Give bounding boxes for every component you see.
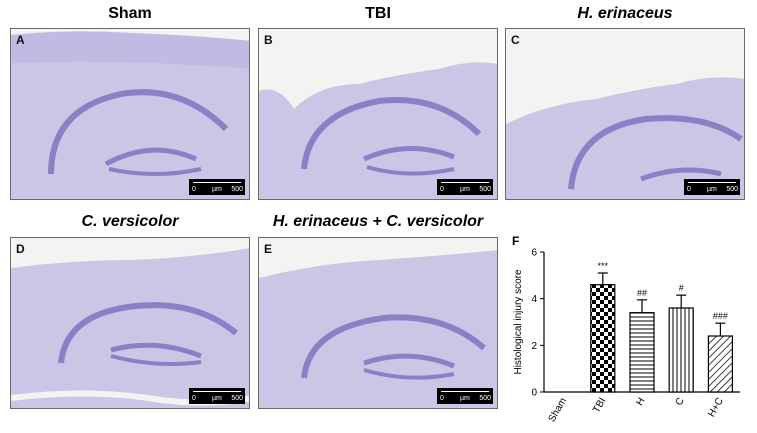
hippocampus-micrograph-d [11, 238, 249, 408]
panel-letter-a: A [16, 33, 25, 47]
micrograph-panel-b: B 0 µm 500 [258, 28, 498, 200]
micrograph-panel-a: A 0 µm 500 [10, 28, 250, 200]
panel-title-e: H. erinaceus + C. versicolor [272, 213, 484, 230]
x-tick-label: TBI [591, 396, 608, 415]
bar-c [668, 307, 694, 393]
panel-letter-d: D [16, 242, 25, 256]
significance-marker: ### [713, 311, 728, 321]
panel-letter-b: B [264, 33, 273, 47]
scale-bar: 0 µm 500 [437, 388, 493, 404]
significance-marker: # [679, 283, 684, 293]
micrograph-panel-d: D 0 µm 500 [10, 237, 250, 409]
y-tick-label: 4 [531, 294, 537, 305]
y-axis-label: Histological injury score [513, 269, 524, 374]
panel-title-a: Sham [108, 5, 152, 22]
y-tick-label: 6 [531, 248, 537, 259]
y-tick-label: 0 [531, 388, 537, 399]
hippocampus-micrograph-c [506, 29, 744, 199]
micrograph-panel-e: E 0 µm 500 [258, 237, 498, 409]
hippocampus-micrograph-b [259, 29, 497, 199]
panel-title-c: H. erinaceus [577, 5, 673, 22]
panel-letter-c: C [511, 33, 520, 47]
hippocampus-micrograph-a [11, 29, 249, 199]
injury-score-bar-chart: 0 2 4 6 Histological injury score Sham *** TBI #… [513, 248, 740, 424]
scale-bar: 0 µm 500 [189, 388, 245, 404]
significance-marker: ## [637, 288, 647, 298]
y-tick-label: 2 [531, 341, 537, 352]
panel-letter-f: F [512, 234, 520, 248]
bar-h [629, 312, 655, 393]
scale-bar: 0 µm 500 [437, 179, 493, 195]
x-tick-label: H [634, 396, 647, 408]
hippocampus-micrograph-e [259, 238, 497, 408]
x-tick-label: Sham [547, 396, 570, 424]
micrograph-panel-c: C 0 µm 500 [505, 28, 745, 200]
panel-title-d: C. versicolor [81, 213, 179, 230]
bar-tbi [590, 284, 616, 393]
panel-letter-e: E [264, 242, 273, 256]
x-tick-label: C [674, 396, 687, 408]
x-tick-label: H+C [706, 396, 726, 419]
scale-bar: 0 µm 500 [684, 179, 740, 195]
panel-title-b: TBI [365, 5, 391, 22]
significance-marker: *** [598, 261, 609, 271]
scale-bar: 0 µm 500 [189, 179, 245, 195]
bar-hplusc [707, 335, 733, 393]
